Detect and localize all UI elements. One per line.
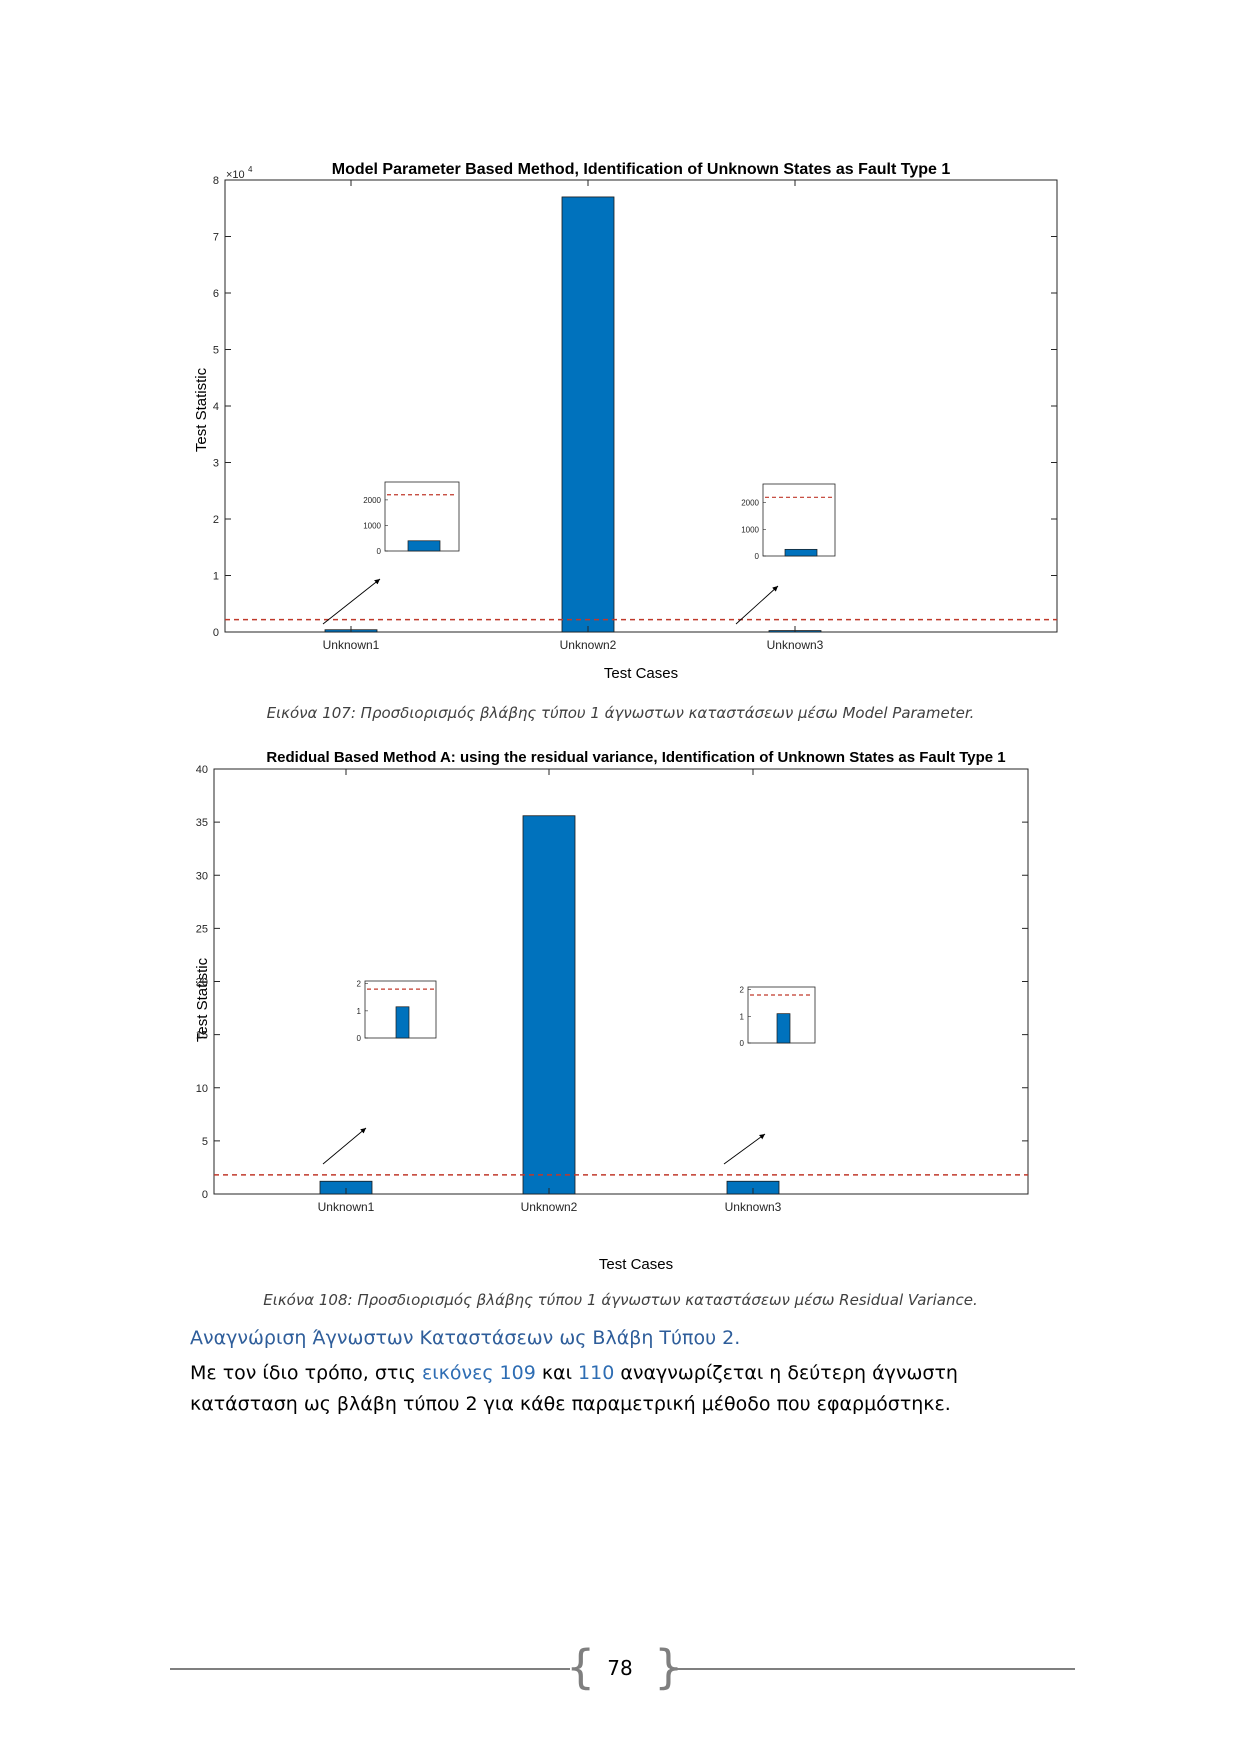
y-tick-label: 2 — [213, 514, 219, 526]
section-heading: Αναγνώριση Άγνωστων Καταστάσεων ως Βλάβη… — [190, 1327, 741, 1349]
figure-108: Redidual Based Method A: using the resid… — [185, 740, 1065, 1280]
inset-left: 2 1 0 — [357, 980, 437, 1043]
footer-bracket-right: } — [654, 1640, 684, 1694]
inset-tick-label: 0 — [740, 1039, 745, 1048]
inset-right: 2 1 0 — [740, 986, 816, 1048]
figure-107: Model Parameter Based Method, Identifica… — [185, 150, 1065, 690]
y-tick-label: 40 — [196, 764, 208, 776]
y-tick-label: 30 — [196, 870, 208, 882]
inset-tick-label: 1000 — [741, 525, 759, 534]
y-tick-label: 0 — [202, 1189, 208, 1201]
figure-caption-107: Εικόνα 107: Προσδιορισμός βλάβης τύπου 1… — [266, 704, 975, 722]
paragraph-text: Με τον ίδιο τρόπο, στις — [190, 1362, 422, 1384]
y-tick-label: 7 — [213, 232, 219, 244]
y-tick-label: 5 — [202, 1136, 208, 1148]
inset-tick-label: 0 — [357, 1034, 362, 1043]
y-tick-label: 10 — [196, 1083, 208, 1095]
y-tick-label: 0 — [213, 627, 219, 639]
y-tick-label: 6 — [213, 288, 219, 300]
figure-caption-108: Εικόνα 108: Προσδιορισμός βλάβης τύπου 1… — [263, 1291, 978, 1309]
y-axis-label: Test Statistic — [193, 367, 210, 452]
zoom-arrow — [322, 578, 381, 625]
x-axis-label: Test Cases — [604, 665, 678, 682]
y-tick-label: 20 — [196, 977, 208, 989]
y-tick-label: 8 — [213, 175, 219, 187]
inset-bar — [776, 1013, 791, 1044]
chart-model-parameter: Model Parameter Based Method, Identifica… — [193, 161, 1058, 682]
inset-tick-label: 2000 — [741, 499, 759, 508]
inset-left: 2000 1000 0 — [363, 481, 460, 556]
y-tick-label: 4 — [213, 401, 219, 413]
x-tick-label: Unknown3 — [725, 1200, 782, 1214]
inset-tick-label: 2 — [740, 986, 745, 995]
x-tick-label: Unknown1 — [318, 1200, 375, 1214]
inset-tick-label: 0 — [377, 547, 382, 556]
svg-text:4: 4 — [248, 165, 253, 174]
y-exponent-label: ×10 4 — [226, 165, 253, 181]
x-tick-label: Unknown2 — [521, 1200, 578, 1214]
inset-bar — [395, 1006, 410, 1039]
page-footer: { 78 } — [0, 1640, 1241, 1700]
inset-tick-label: 1 — [740, 1012, 745, 1021]
zoom-arrow — [735, 585, 779, 625]
inset-frame — [762, 483, 836, 557]
inset-right: 2000 1000 0 — [741, 483, 836, 561]
inset-frame — [384, 481, 460, 552]
body-paragraph: Με τον ίδιο τρόπο, στις εικόνες 109 και … — [190, 1358, 1070, 1420]
y-tick-label: 15 — [196, 1030, 208, 1042]
footer-rule-left — [170, 1668, 570, 1670]
x-tick-label: Unknown2 — [560, 638, 617, 652]
chart-title: Model Parameter Based Method, Identifica… — [332, 161, 951, 178]
bar-unknown2 — [522, 815, 576, 1195]
figure-reference-link-110[interactable]: 110 — [578, 1362, 615, 1384]
y-tick-label: 25 — [196, 923, 208, 935]
chart-title: Redidual Based Method A: using the resid… — [266, 749, 1005, 766]
bar-unknown2 — [561, 196, 615, 633]
y-tick-label: 1 — [213, 571, 219, 583]
inset-tick-label: 1 — [357, 1007, 362, 1016]
y-axis-label: Test Statistic — [194, 957, 211, 1042]
footer-rule-right — [670, 1668, 1075, 1670]
chart-residual-variance: Redidual Based Method A: using the resid… — [194, 749, 1029, 1273]
plot-area — [224, 179, 1058, 633]
zoom-arrow — [723, 1133, 766, 1165]
x-tick-label: Unknown1 — [323, 638, 380, 652]
paragraph-text: και — [535, 1362, 579, 1384]
plot-area — [213, 768, 1029, 1195]
y-tick-label: 3 — [213, 458, 219, 470]
y-tick-label: 5 — [213, 345, 219, 357]
inset-bar — [784, 548, 818, 557]
paragraph-text: αναγνωρίζεται η δεύτερη άγνωστη κατάστασ… — [190, 1362, 958, 1415]
x-tick-label: Unknown3 — [767, 638, 824, 652]
figure-reference-link-109[interactable]: εικόνες 109 — [421, 1362, 536, 1384]
svg-text:×10: ×10 — [226, 169, 245, 181]
y-tick-label: 35 — [196, 817, 208, 829]
inset-bar — [407, 540, 441, 552]
zoom-arrow — [322, 1127, 367, 1165]
inset-tick-label: 1000 — [363, 521, 381, 530]
footer-bracket-left: { — [566, 1640, 596, 1694]
inset-tick-label: 2000 — [363, 496, 381, 505]
x-axis-label: Test Cases — [599, 1256, 673, 1273]
inset-tick-label: 0 — [755, 552, 760, 561]
inset-tick-label: 2 — [357, 980, 362, 989]
page-number: 78 — [607, 1656, 633, 1680]
